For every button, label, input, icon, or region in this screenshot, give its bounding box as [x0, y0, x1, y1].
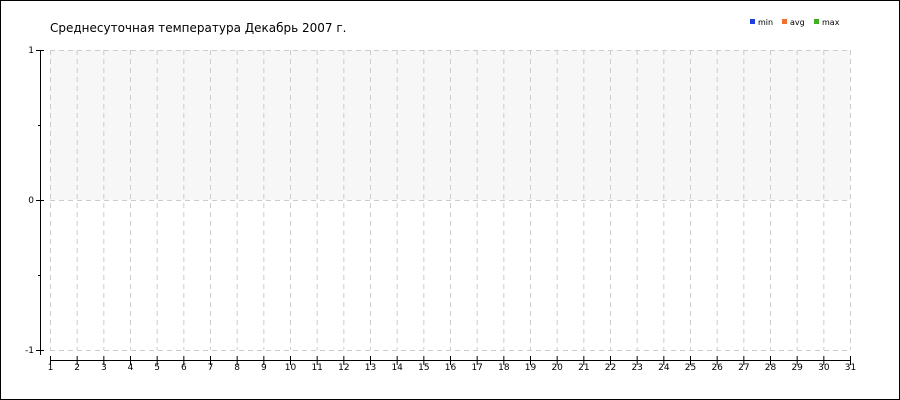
x-tick-label: 14	[391, 363, 403, 373]
x-tick-label: 12	[338, 363, 349, 373]
y-tick-label: 1	[28, 46, 34, 56]
x-tick-label: 4	[128, 363, 134, 373]
x-tick-label: 23	[631, 363, 642, 373]
x-tick-label: 15	[418, 363, 429, 373]
x-tick-label: 3	[101, 363, 107, 373]
x-tick-label: 2	[74, 363, 80, 373]
legend-label-max: max	[822, 18, 840, 27]
x-tick-label: 13	[365, 363, 376, 373]
x-tick-label: 18	[498, 363, 510, 373]
x-tick-label: 25	[685, 363, 696, 373]
x-tick-label: 10	[285, 363, 297, 373]
x-tick-label: 24	[658, 363, 670, 373]
x-tick-label: 16	[445, 363, 457, 373]
legend-label-avg: avg	[790, 18, 805, 27]
legend-label-min: min	[758, 18, 773, 27]
legend-swatch-min	[750, 19, 755, 24]
x-tick-label: 8	[234, 363, 240, 373]
x-tick-label: 20	[551, 363, 563, 373]
x-tick-label: 17	[471, 363, 482, 373]
x-tick-label: 19	[525, 363, 537, 373]
y-tick-label: 0	[28, 196, 34, 206]
x-tick-label: 31	[845, 363, 856, 373]
chart-title: Среднесуточная температура Декабрь 2007 …	[50, 21, 347, 35]
x-tick-label: 22	[605, 363, 616, 373]
x-tick-label: 6	[181, 363, 187, 373]
x-tick-label: 28	[765, 363, 777, 373]
legend-swatch-avg	[782, 19, 787, 24]
x-tick-label: 9	[261, 363, 267, 373]
x-tick-label: 29	[791, 363, 803, 373]
x-tick-label: 26	[711, 363, 723, 373]
x-tick-label: 7	[208, 363, 214, 373]
legend-swatch-max	[814, 19, 819, 24]
x-tick-label: 30	[818, 363, 830, 373]
x-tick-label: 1	[48, 363, 54, 373]
x-tick-label: 27	[738, 363, 749, 373]
y-tick-label: -1	[25, 346, 34, 356]
x-tick-label: 11	[311, 363, 322, 373]
x-tick-label: 5	[154, 363, 160, 373]
x-tick-label: 21	[578, 363, 589, 373]
